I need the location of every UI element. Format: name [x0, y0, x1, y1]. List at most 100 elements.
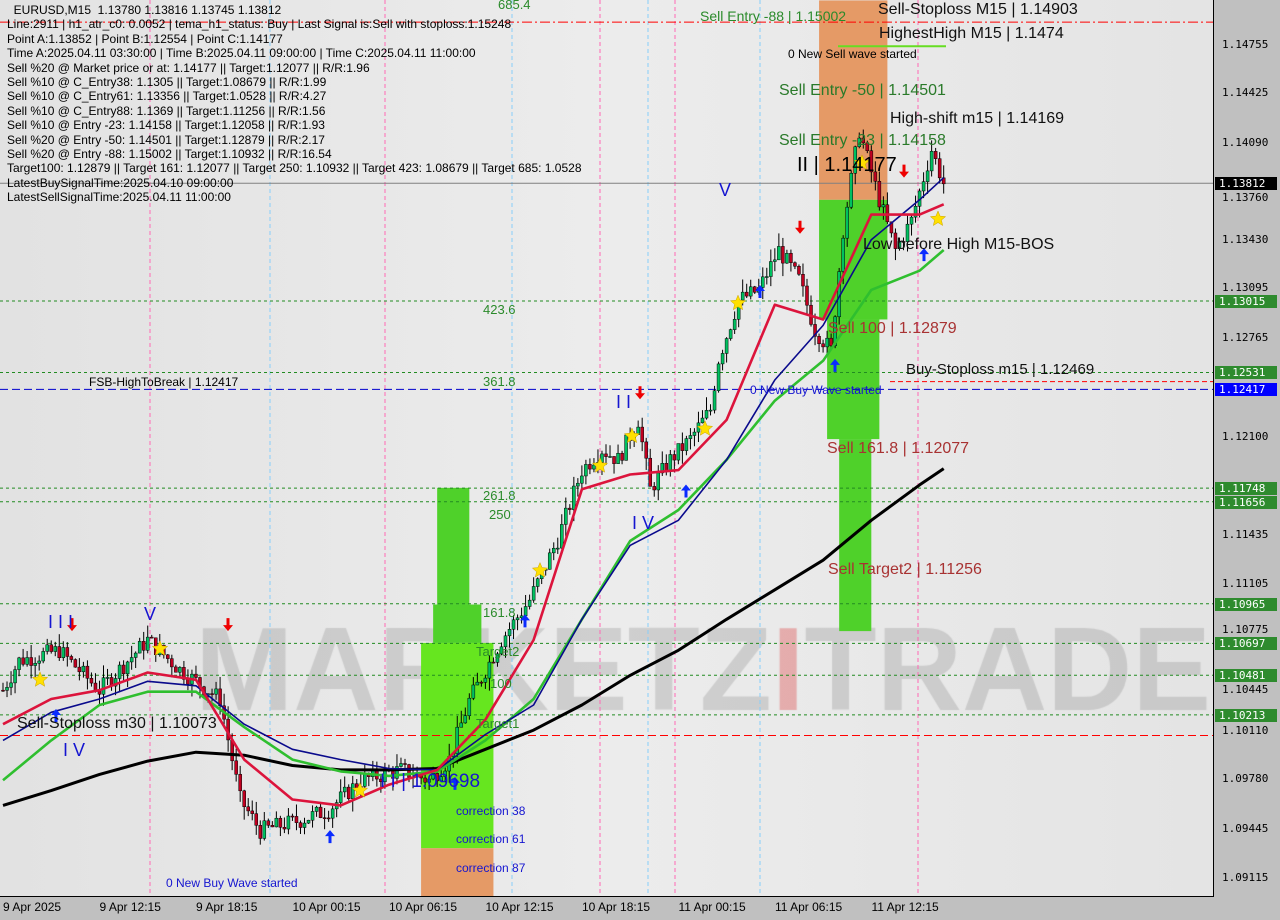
- candle: [214, 688, 218, 695]
- candle: [495, 653, 500, 663]
- price-tag: 1.10697: [1215, 637, 1277, 651]
- candle: [326, 817, 331, 820]
- candle: [748, 286, 753, 297]
- wave-mark: V: [144, 604, 157, 624]
- candle: [704, 410, 709, 419]
- candle: [905, 223, 910, 242]
- candle: [487, 661, 492, 679]
- candle: [21, 657, 25, 665]
- candle: [688, 435, 693, 439]
- candle: [841, 237, 845, 272]
- candle: [186, 679, 190, 685]
- price-tick-label: 1.11435: [1222, 527, 1269, 541]
- candle: [712, 390, 717, 411]
- candle: [511, 619, 516, 630]
- candle: [897, 241, 902, 249]
- candle: [61, 647, 66, 659]
- moving-average-line: [2, 249, 945, 782]
- price-tick-label: 1.13430: [1222, 233, 1269, 247]
- candle: [821, 343, 825, 348]
- star-signal-icon: [591, 457, 609, 473]
- candle: [57, 646, 62, 659]
- price-tag: 1.10481: [1215, 669, 1277, 683]
- candle: [801, 274, 805, 287]
- wave-mark: V: [719, 180, 732, 200]
- candle: [813, 324, 817, 337]
- highest-high-label: HighestHigh M15 | 1.1474: [879, 25, 1064, 42]
- sell-arrow-icon: [899, 164, 909, 178]
- candle: [423, 777, 427, 783]
- candle: [302, 822, 307, 828]
- candle: [937, 158, 942, 179]
- price-tick-label: 1.11105: [1222, 576, 1269, 590]
- price-tick-label: 1.14090: [1222, 135, 1269, 149]
- candle: [829, 337, 833, 347]
- price-tag: 1.10965: [1215, 597, 1277, 611]
- candle: [527, 599, 532, 607]
- info-line: EURUSD,M15 1.13780 1.13816 1.13745 1.138…: [7, 3, 282, 17]
- candle: [833, 316, 837, 347]
- price-tick-label: 1.09780: [1222, 772, 1269, 786]
- candle: [33, 662, 37, 666]
- sell-arrow-icon: [635, 386, 645, 400]
- moving-average-line: [2, 467, 945, 807]
- candle: [298, 822, 303, 828]
- candle: [765, 276, 769, 278]
- target-zone: [421, 848, 494, 896]
- candle: [85, 665, 90, 679]
- buy-arrow-icon: [681, 484, 691, 498]
- star-signal-icon: [696, 420, 714, 436]
- info-line: Sell %20 @ Entry -88: 1.15002 || Target:…: [7, 147, 332, 162]
- candle: [463, 715, 468, 724]
- candle: [258, 825, 263, 839]
- buy-arrow-icon: [830, 358, 840, 372]
- candle: [471, 684, 476, 699]
- candle: [346, 786, 351, 799]
- time-tick-label: 10 Apr 00:15: [292, 900, 361, 914]
- candle: [338, 791, 343, 803]
- star-signal-icon: [31, 671, 49, 687]
- price-tick-label: 1.14425: [1222, 86, 1269, 100]
- candle: [278, 817, 283, 828]
- candle: [616, 452, 620, 464]
- star-signal-icon: [623, 427, 641, 444]
- candle: [342, 786, 347, 793]
- buy-arrow-icon: [325, 830, 335, 844]
- wave-mark: I I I: [48, 612, 74, 632]
- candle: [752, 286, 757, 293]
- time-tick-label: 10 Apr 06:15: [389, 900, 458, 914]
- point-c-label: II | 1.14177: [797, 154, 897, 176]
- sell-100-label: Sell 100 | 1.12879: [828, 320, 957, 337]
- price-tag: 1.12531: [1215, 366, 1277, 380]
- buy-arrow-icon: [520, 614, 530, 628]
- candle: [716, 363, 721, 391]
- candle: [933, 151, 938, 159]
- candle: [5, 687, 9, 691]
- info-line: Sell %10 @ Entry -23: 1.14158 || Target:…: [7, 118, 325, 133]
- fib-161-label: 161.8: [483, 605, 516, 620]
- candle: [174, 666, 178, 673]
- candle: [531, 586, 536, 601]
- candle: [535, 578, 540, 587]
- correction-87-label: correction 87: [456, 861, 526, 875]
- info-line: Sell %10 @ C_Entry38: 1.1305 || Target:1…: [7, 75, 327, 90]
- candle: [149, 636, 154, 639]
- candle: [789, 253, 793, 263]
- target-zone: [433, 604, 482, 643]
- candle: [310, 811, 315, 821]
- candle: [49, 644, 53, 652]
- candle: [817, 336, 821, 345]
- candle: [624, 434, 628, 461]
- sell-target2-label: Sell Target2 | 1.11256: [828, 561, 982, 578]
- buy-stoploss-label: Buy-Stoploss m15 | 1.12469: [906, 361, 1095, 378]
- candle: [499, 646, 504, 655]
- candle: [656, 472, 661, 491]
- candle: [262, 820, 267, 839]
- candle: [350, 783, 355, 799]
- sell-arrow-icon: [795, 220, 805, 234]
- candle: [254, 813, 259, 826]
- chart-plot-area[interactable]: EURUSD,M15 1.13780 1.13816 1.13745 1.138…: [0, 0, 1214, 897]
- candle: [515, 617, 520, 621]
- candle: [69, 656, 74, 660]
- candle: [399, 763, 403, 767]
